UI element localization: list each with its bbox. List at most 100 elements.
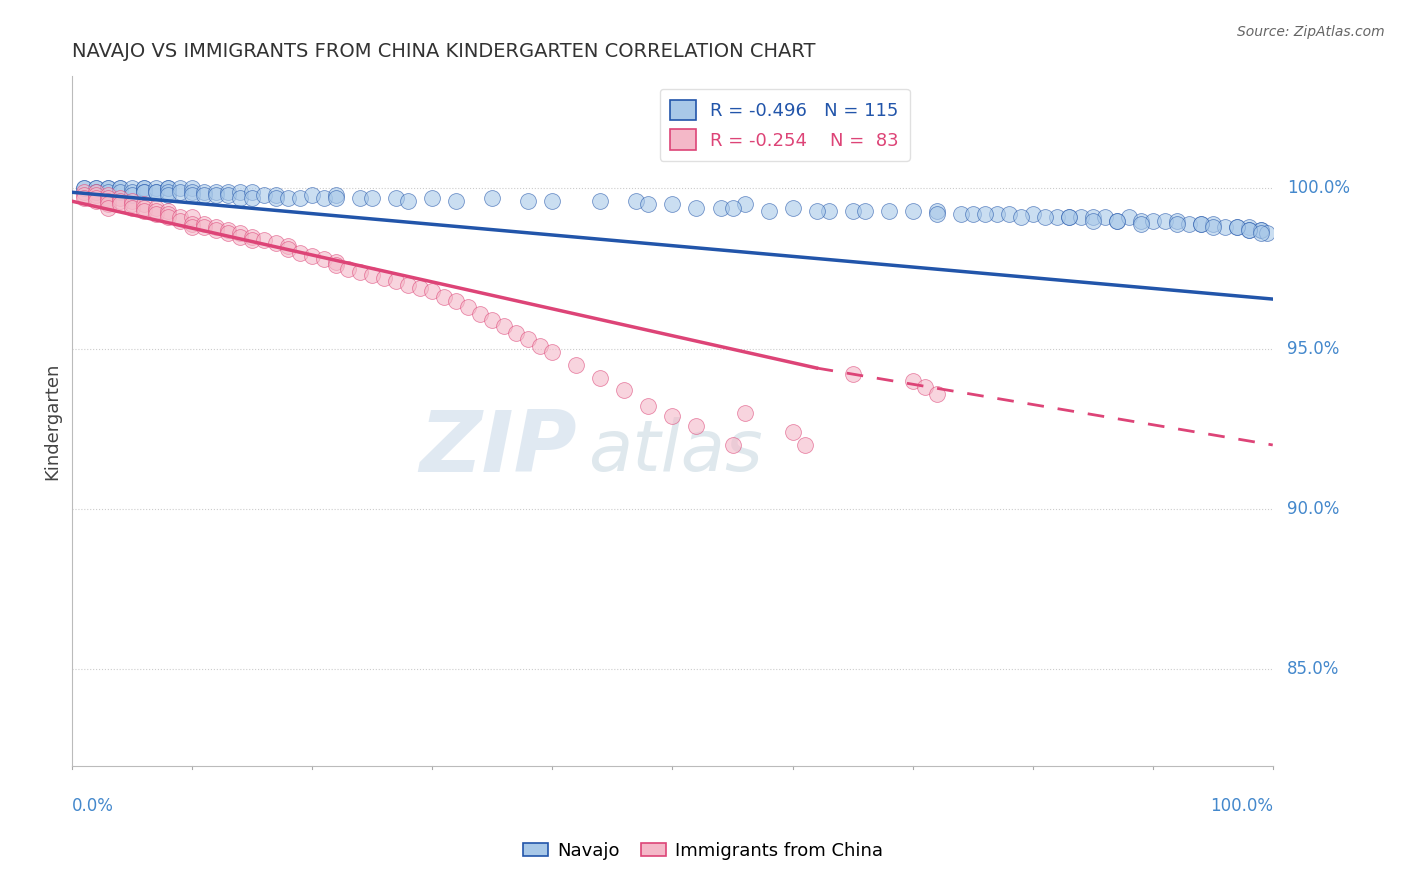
Point [217,223,239,237]
Point [84,185,107,199]
Point [145,201,167,215]
Point [721,201,744,215]
Point [145,203,167,218]
Point [853,203,876,218]
Point [314,252,336,266]
Point [1237,219,1260,234]
Point [266,235,288,250]
Point [193,187,215,202]
Point [1189,217,1212,231]
Point [97,194,120,209]
Point [97,181,120,195]
Point [193,219,215,234]
Point [422,191,444,205]
Point [253,187,276,202]
Point [193,217,215,231]
Point [181,219,204,234]
Y-axis label: Kindergarten: Kindergarten [44,362,60,480]
Point [157,185,180,199]
Point [169,185,191,199]
Point [349,265,371,279]
Point [901,374,924,388]
Point [1166,217,1188,231]
Point [145,181,167,195]
Text: 90.0%: 90.0% [1286,500,1340,518]
Point [157,207,180,221]
Point [1166,213,1188,227]
Point [1105,213,1128,227]
Point [1142,213,1164,227]
Point [396,277,419,292]
Point [217,187,239,202]
Point [134,181,156,195]
Point [84,185,107,199]
Point [134,203,156,218]
Point [84,181,107,195]
Point [409,281,432,295]
Point [685,201,707,215]
Point [1250,223,1272,237]
Point [169,181,191,195]
Point [517,194,540,209]
Point [290,191,312,205]
Legend: Navajo, Immigrants from China: Navajo, Immigrants from China [516,835,890,867]
Text: 0.0%: 0.0% [72,797,114,814]
Point [1177,217,1199,231]
Point [1226,219,1249,234]
Point [1021,207,1043,221]
Point [145,207,167,221]
Point [529,338,551,352]
Point [145,185,167,199]
Point [1010,211,1032,225]
Text: ZIP: ZIP [419,407,576,490]
Point [986,207,1008,221]
Point [290,245,312,260]
Point [361,268,384,282]
Point [841,203,863,218]
Point [1237,223,1260,237]
Point [457,300,479,314]
Point [1250,223,1272,237]
Point [229,227,252,241]
Point [1153,213,1175,227]
Point [217,185,239,199]
Point [169,213,191,227]
Point [541,345,564,359]
Point [134,181,156,195]
Point [1202,217,1225,231]
Point [205,185,228,199]
Point [97,187,120,202]
Point [1094,211,1116,225]
Point [361,191,384,205]
Point [157,181,180,195]
Point [517,332,540,346]
Point [277,239,299,253]
Point [626,194,648,209]
Point [229,229,252,244]
Point [1256,227,1278,241]
Point [134,201,156,215]
Point [925,207,948,221]
Point [565,358,588,372]
Point [134,185,156,199]
Point [325,255,347,269]
Point [181,181,204,195]
Point [613,384,636,398]
Point [73,181,96,195]
Point [266,187,288,202]
Point [73,181,96,195]
Point [121,185,143,199]
Point [373,271,395,285]
Point [1105,213,1128,227]
Point [589,194,612,209]
Point [709,201,731,215]
Point [145,185,167,199]
Point [240,229,263,244]
Point [337,261,360,276]
Point [925,386,948,401]
Point [962,207,984,221]
Point [229,185,252,199]
Point [157,211,180,225]
Point [181,217,204,231]
Point [314,191,336,205]
